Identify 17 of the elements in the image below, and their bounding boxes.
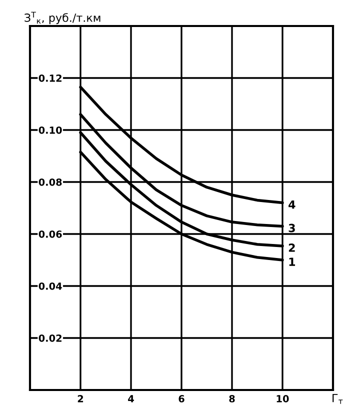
y-tick-label: 0.06 <box>38 230 62 238</box>
y-tick-label: 0.12 <box>38 74 62 82</box>
x-axis-title: Г$_{т}$ <box>332 394 343 404</box>
y-tick-label: 0.02 <box>38 334 62 342</box>
y-axis-title: З$^{Т}$$_{к}$, руб./т.км <box>24 12 100 24</box>
y-tick-label: 0.08 <box>38 178 62 186</box>
series-label: 1 <box>289 258 296 266</box>
x-tick-label: 4 <box>128 395 134 402</box>
series-label: 2 <box>288 244 295 252</box>
y-tick-label: 0.10 <box>38 126 62 134</box>
series-label: 3 <box>288 224 295 232</box>
x-tick-label: 6 <box>178 395 184 402</box>
x-tick-label: 2 <box>78 395 84 402</box>
x-tick-label: 8 <box>229 395 235 402</box>
x-tick-label: 10 <box>276 395 289 402</box>
series-label: 4 <box>288 200 296 209</box>
y-tick-label: 0.04 <box>38 282 62 290</box>
